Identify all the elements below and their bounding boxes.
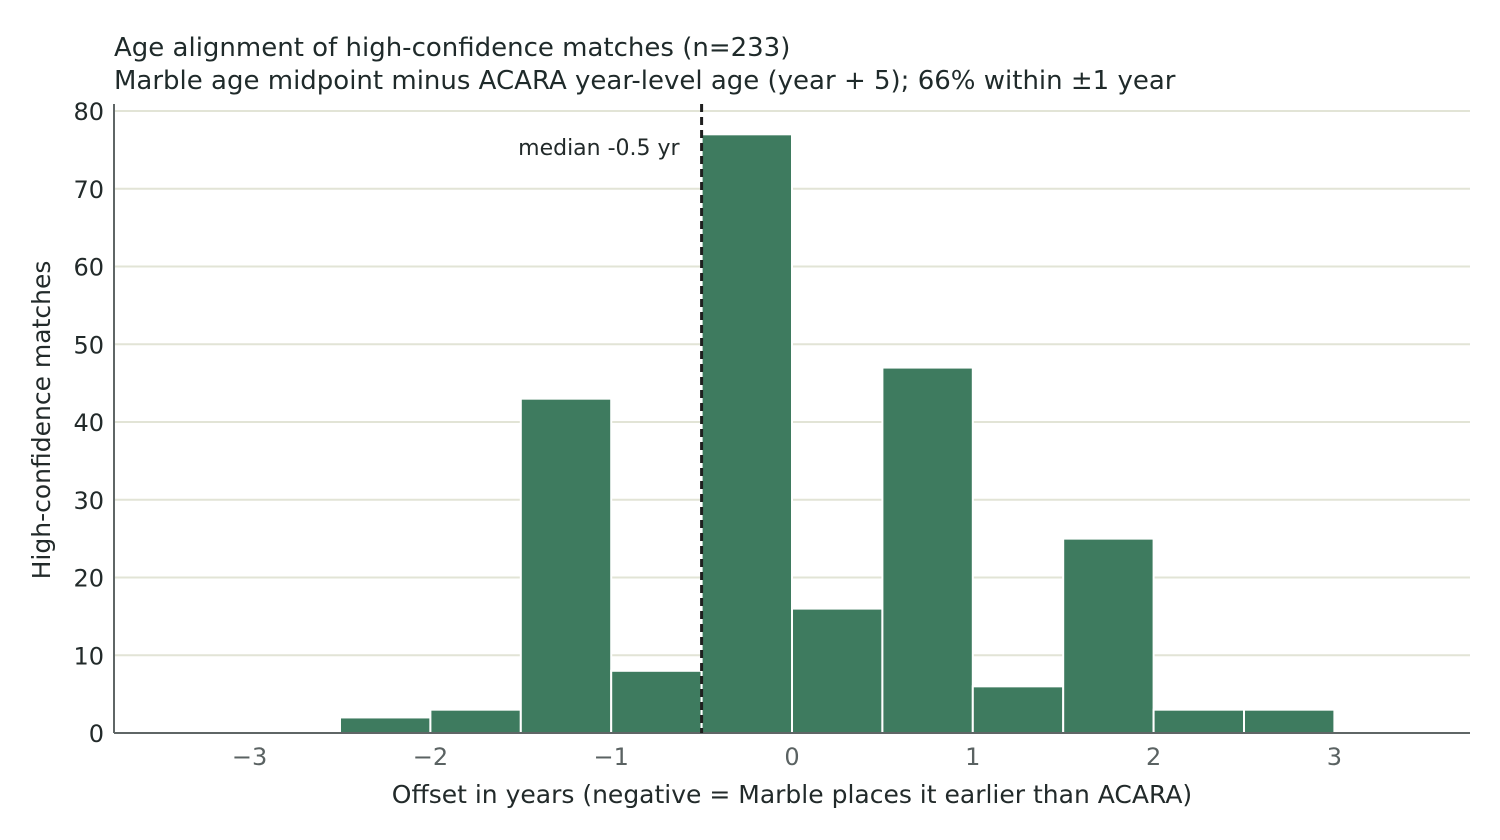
y-tick-labels: 0 10 20 30 40 50 60 70 80 [73,98,104,748]
y-tick-label-70: 70 [73,176,104,204]
chart-title: Age alignment of high-confidence matches… [114,33,790,63]
x-tick-label--2: −2 [413,743,448,771]
histogram-bar-8 [1062,537,1155,734]
histogram-bar-0 [339,716,432,735]
histogram-bar-3 [610,669,703,734]
y-tick-label-30: 30 [73,487,104,515]
histogram-bar-4 [700,133,793,734]
y-tick-label-40: 40 [73,409,104,437]
histogram-bar-10 [1243,708,1336,734]
y-tick-label-10: 10 [73,642,104,670]
histogram-bar-2 [519,397,613,734]
y-axis-label: High-confidence matches [27,261,56,580]
histogram-bar-7 [971,685,1065,734]
x-tick-labels: −3 −2 −1 0 1 2 3 [232,743,1342,771]
histogram-bar-5 [791,607,884,734]
x-tick-label--1: −1 [594,743,629,771]
histogram-bar-6 [881,366,974,734]
x-tick-label-2: 2 [1146,743,1161,771]
y-tick-label-80: 80 [73,98,104,126]
x-tick-label-3: 3 [1327,743,1342,771]
y-tick-label-0: 0 [89,720,104,748]
y-tick-label-20: 20 [73,565,104,593]
median-annotation: median -0.5 yr [518,136,680,161]
histogram-bar-1 [429,708,522,734]
median-marker: median -0.5 yr [518,104,704,733]
x-tick-label-1: 1 [965,743,980,771]
y-tick-label-50: 50 [73,331,104,359]
x-axis-label: Offset in years (negative = Marble place… [392,780,1192,809]
chart-subtitle: Marble age midpoint minus ACARA year-lev… [114,66,1176,96]
x-tick-label-0: 0 [784,743,799,771]
axes [113,104,1470,734]
y-tick-label-60: 60 [73,254,104,282]
histogram-bar-9 [1152,708,1245,734]
x-tick-label--3: −3 [232,743,267,771]
histogram-bars [339,133,1336,735]
